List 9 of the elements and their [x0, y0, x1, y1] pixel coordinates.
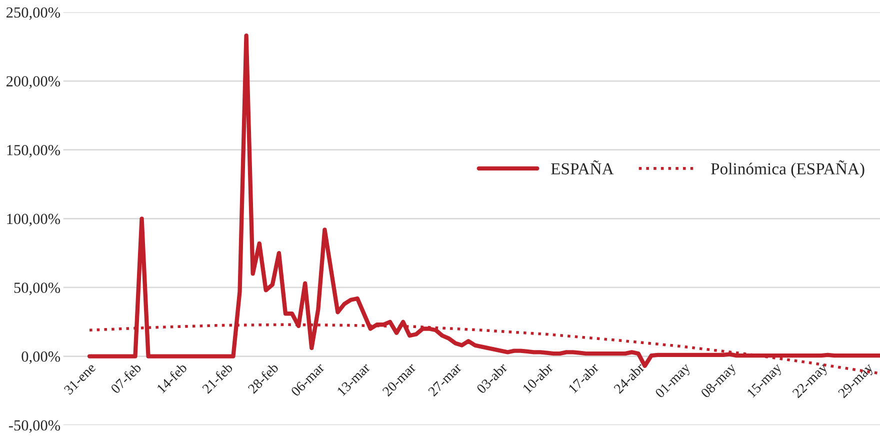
y-tick-label: 150,00%	[7, 144, 60, 158]
y-tick-label: 50,00%	[14, 282, 60, 296]
legend-label: ESPAÑA	[551, 160, 614, 174]
y-tick-label: 250,00%	[6, 7, 60, 20]
y-tick-label: 0,00%	[22, 351, 60, 364]
y-tick-label: -50,00%	[8, 420, 60, 433]
y-tick-label: 200,00%	[6, 76, 60, 89]
y-tick-label: 100,00%	[7, 214, 60, 226]
legend-label: Polinómica (ESPAÑA)	[710, 160, 864, 178]
